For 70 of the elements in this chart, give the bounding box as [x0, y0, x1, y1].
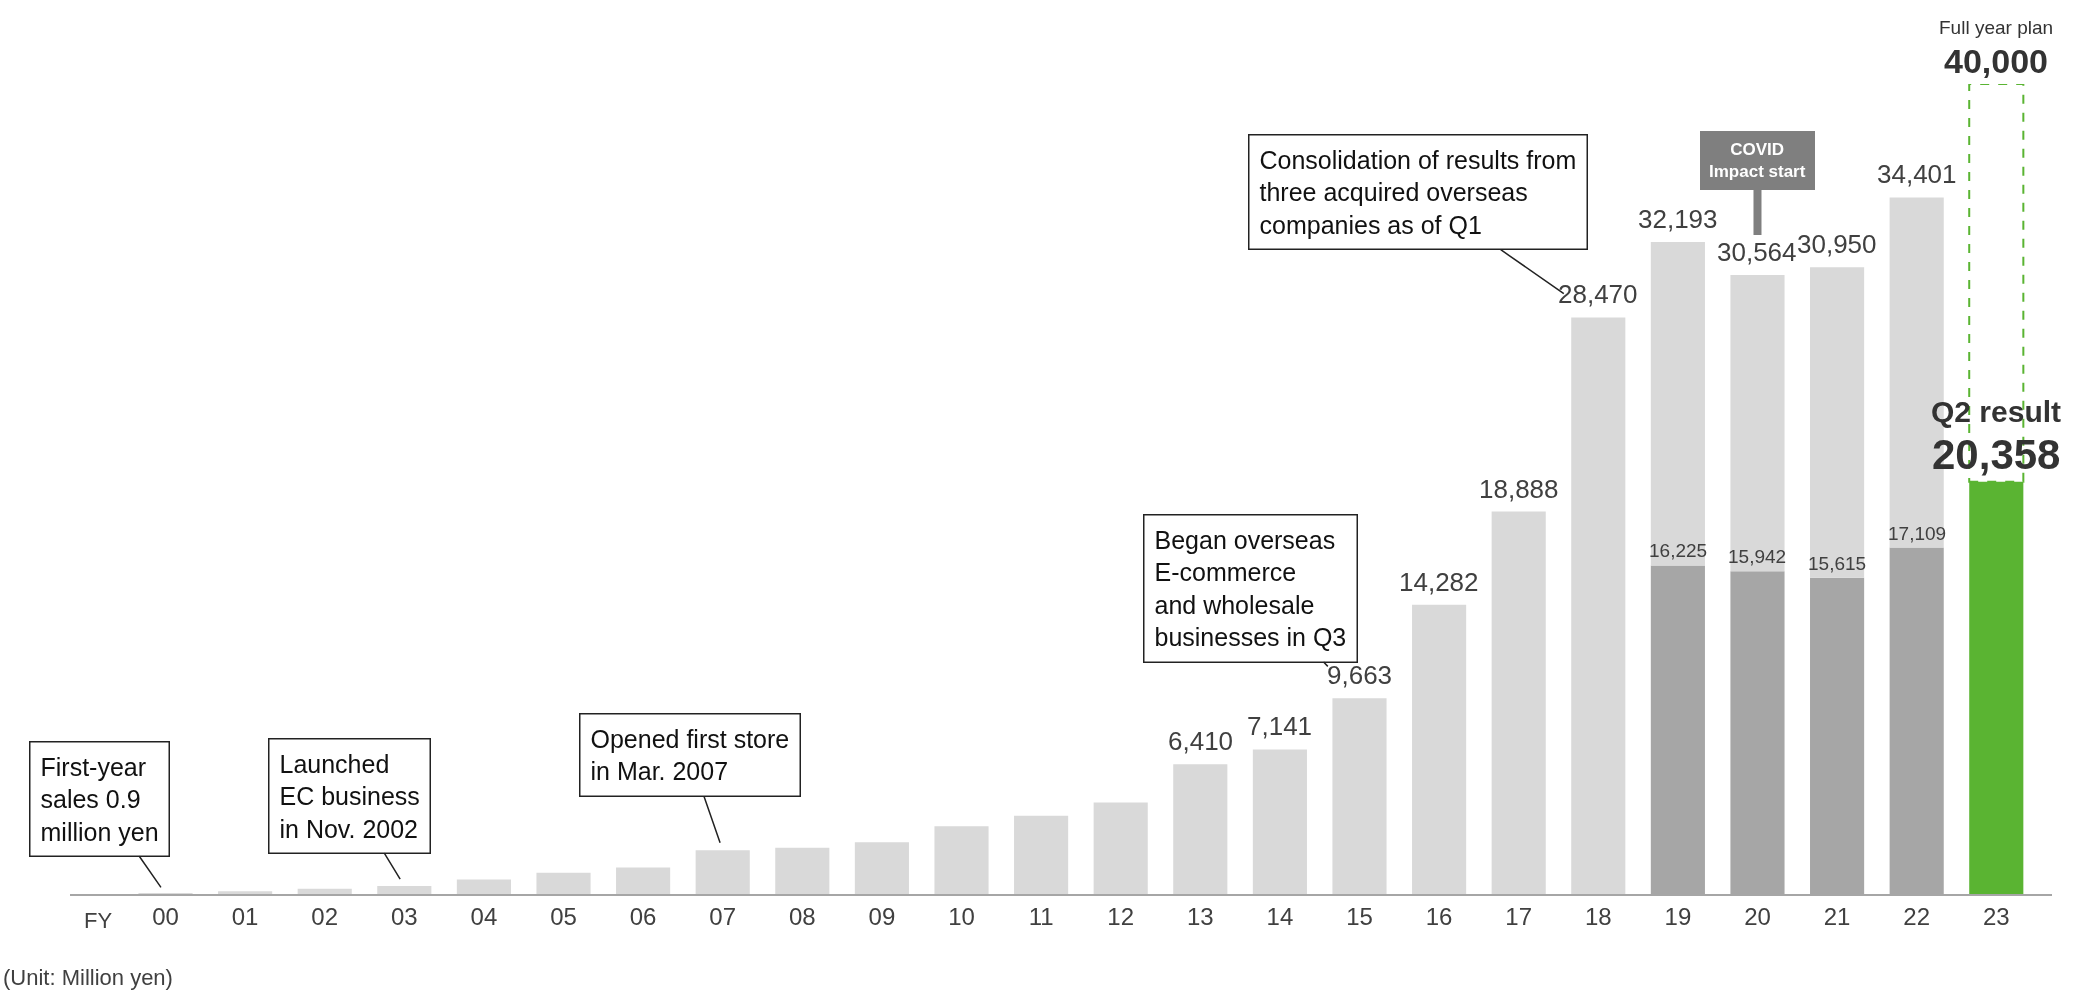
bar: [695, 850, 750, 894]
x-tick-label: 01: [231, 902, 259, 930]
annotation: Opened first store in Mar. 2007: [590, 724, 790, 785]
bar: [854, 842, 909, 894]
x-tick-label: 21: [1823, 902, 1851, 930]
x-tick-label: 22: [1903, 902, 1931, 930]
bar: [1412, 604, 1467, 894]
x-tick-label: 06: [629, 902, 657, 930]
bar: [1093, 802, 1148, 894]
bar: [218, 891, 273, 894]
total-label: 34,401: [1877, 159, 1957, 189]
bar: [536, 872, 591, 894]
annotation: Launched EC business in Nov. 2002: [279, 749, 420, 843]
x-tick-label: 11: [1028, 902, 1054, 930]
bar: [1491, 511, 1546, 894]
bar: [377, 885, 432, 894]
total-label: 6,410: [1168, 726, 1234, 756]
x-axis-title: FY: [84, 908, 113, 933]
annotation: COVID Impact start: [1709, 140, 1806, 182]
x-tick-label: 23: [1982, 902, 2010, 930]
total-label: 32,193: [1638, 204, 1718, 234]
x-tick-label: 05: [550, 902, 577, 930]
bar: [1332, 698, 1387, 894]
data-label: 15,615: [1808, 553, 1867, 574]
x-tick-label: 09: [868, 902, 896, 930]
data-label: 15,942: [1728, 546, 1787, 567]
total-label: 14,282: [1399, 567, 1479, 597]
annotation: Full year plan: [1939, 17, 2054, 38]
annotation: First-year sales 0.9 million yen: [40, 752, 159, 846]
x-tick-label: 16: [1425, 902, 1453, 930]
x-tick-label: 18: [1584, 902, 1612, 930]
x-tick-label: 10: [948, 902, 975, 930]
bar: [1810, 267, 1865, 578]
total-label: 28,470: [1558, 279, 1638, 309]
total-label: 40,000: [1944, 42, 2048, 80]
data-label: 20,358: [1932, 431, 2061, 478]
data-label: 17,109: [1888, 523, 1947, 544]
x-tick-label: 07: [709, 902, 737, 930]
bar: [616, 867, 671, 894]
x-tick-label: 08: [788, 902, 816, 930]
total-label: 30,950: [1797, 229, 1877, 259]
annotation: Q2 result: [1931, 395, 2062, 428]
bar: [1014, 815, 1069, 894]
text: (Unit: Million yen): [3, 965, 173, 990]
total-label: 7,141: [1247, 711, 1313, 741]
x-tick-label: 12: [1107, 902, 1135, 930]
x-tick-label: 00: [152, 902, 179, 930]
bar: [1650, 242, 1705, 566]
x-tick-label: 04: [470, 902, 498, 930]
x-tick-label: 13: [1186, 902, 1214, 930]
annotation: Began overseas E-commerce and wholesale businesses in Q3: [1154, 525, 1347, 651]
bar: [297, 888, 352, 894]
x-tick-label: 14: [1266, 902, 1294, 930]
x-tick-label: 02: [311, 902, 339, 930]
bar: [1252, 749, 1307, 894]
total-label: 30,564: [1717, 237, 1797, 267]
bar: [456, 879, 511, 894]
bar: [1571, 317, 1626, 894]
x-tick-label: 17: [1505, 902, 1533, 930]
bar: [934, 826, 989, 894]
total-label: 18,888: [1479, 474, 1559, 504]
annotation: Consolidation of results from three acquired overseas companies as of Q1: [1259, 145, 1577, 239]
x-tick-label: 19: [1664, 902, 1692, 930]
bar: [1730, 275, 1785, 572]
x-tick-label: 15: [1346, 902, 1373, 930]
bar: [1173, 764, 1228, 894]
bar: [775, 847, 830, 894]
data-label: 16,225: [1649, 540, 1708, 561]
x-tick-label: 03: [390, 902, 418, 930]
x-tick-label: 20: [1744, 902, 1771, 930]
